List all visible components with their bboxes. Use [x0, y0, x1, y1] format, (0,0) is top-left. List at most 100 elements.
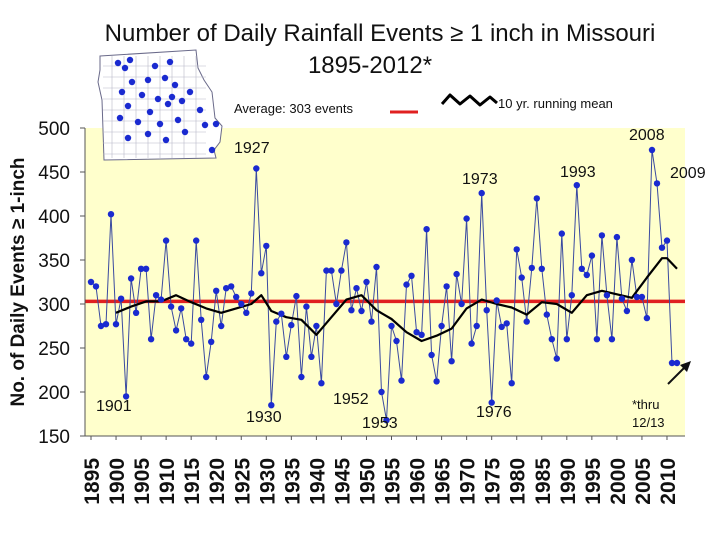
station-dot — [138, 91, 146, 99]
annotation-label: 1993 — [560, 164, 596, 181]
x-tick-label: 1920 — [206, 458, 229, 505]
x-tick-label: 1970 — [457, 458, 480, 505]
annual-point — [498, 323, 505, 331]
annotation-label: 1927 — [234, 140, 270, 157]
annual-point — [127, 275, 135, 282]
station-dot — [134, 118, 142, 126]
annotation-label: 2008 — [629, 127, 665, 144]
annual-point — [628, 256, 636, 264]
x-tick-label: 1905 — [131, 458, 154, 505]
x-tick-label: 1985 — [532, 458, 555, 505]
annual-point — [508, 380, 515, 387]
annual-point — [273, 318, 280, 325]
annual-point — [393, 337, 400, 345]
annual-point — [468, 340, 475, 347]
x-tick-label: 2000 — [607, 458, 630, 505]
annual-point — [518, 274, 525, 281]
annual-series-line — [90, 149, 677, 421]
annual-point — [478, 189, 485, 197]
x-tick-label: 2010 — [657, 458, 680, 505]
annual-point — [183, 336, 190, 343]
annual-point — [132, 309, 140, 316]
annual-point — [593, 336, 601, 343]
annual-point — [513, 246, 520, 253]
x-tick-label: 1950 — [356, 458, 379, 505]
station-dot — [161, 74, 169, 82]
annual-point — [648, 146, 656, 154]
missouri-map-inset — [97, 49, 223, 161]
annual-point — [578, 265, 585, 272]
x-tick-label: 2005 — [632, 458, 655, 505]
annual-point — [553, 355, 560, 362]
annual-point — [333, 300, 340, 308]
annual-point — [323, 267, 330, 274]
station-dot — [178, 97, 186, 105]
annual-point — [167, 303, 175, 310]
station-dot — [144, 76, 152, 84]
annual-point — [353, 285, 360, 292]
annual-point — [638, 293, 646, 301]
x-tick-label: 1960 — [407, 458, 430, 505]
annotation-label: 1973 — [462, 171, 498, 188]
station-dot — [196, 106, 204, 114]
annual-point — [238, 300, 245, 308]
annual-point — [403, 281, 410, 288]
annual-point — [293, 292, 300, 300]
station-dot — [166, 58, 174, 66]
y-tick-label: 450 — [38, 163, 70, 184]
annual-point — [263, 242, 270, 250]
x-tick-label: 1995 — [582, 458, 605, 505]
annual-point — [418, 331, 425, 338]
annual-point — [633, 293, 641, 301]
annual-point — [413, 329, 420, 336]
station-dot — [146, 108, 154, 116]
station-dot — [208, 146, 216, 154]
annual-point — [658, 244, 666, 251]
annual-point — [102, 321, 110, 328]
station-dot — [171, 81, 179, 89]
note-arrow-shaft — [667, 365, 687, 385]
annual-point — [558, 230, 565, 237]
annual-point — [343, 239, 350, 246]
annual-point — [533, 195, 540, 202]
annual-point — [313, 322, 320, 330]
annotation-label: 12/13 — [632, 415, 665, 430]
y-tick-label: 400 — [38, 207, 70, 228]
annual-point — [568, 292, 575, 299]
y-tick-label: 350 — [38, 251, 70, 272]
annual-point — [663, 237, 671, 244]
annual-point — [107, 211, 115, 218]
annual-point — [283, 353, 290, 360]
station-dot — [128, 78, 136, 86]
station-dot — [162, 136, 170, 144]
annual-point — [298, 373, 305, 381]
legend-average-label: Average: 303 events — [234, 101, 354, 116]
station-dot — [154, 95, 162, 103]
annual-point — [428, 351, 435, 359]
annual-point — [218, 322, 225, 330]
annotation-label: 2009 — [670, 165, 706, 182]
annual-point — [613, 233, 621, 241]
annual-point — [488, 399, 495, 406]
annual-point — [278, 310, 285, 317]
annual-point — [228, 283, 235, 290]
annual-point — [348, 307, 355, 314]
station-dot — [121, 64, 129, 72]
station-dot — [164, 100, 172, 108]
annual-point — [368, 318, 375, 325]
annual-point — [538, 265, 545, 272]
annual-point — [643, 314, 651, 322]
annual-point — [112, 321, 120, 328]
annual-point — [303, 303, 310, 310]
annual-point — [503, 320, 510, 327]
annotation-label: 1976 — [476, 404, 512, 421]
chart-subtitle: 1895-2012* — [307, 52, 433, 79]
station-dot — [151, 62, 159, 70]
annual-point — [433, 378, 440, 385]
annual-point — [573, 182, 580, 189]
annual-point — [598, 232, 606, 239]
annotation-label: 1952 — [333, 391, 369, 408]
running-mean-line — [115, 257, 678, 343]
station-dot — [212, 120, 220, 128]
